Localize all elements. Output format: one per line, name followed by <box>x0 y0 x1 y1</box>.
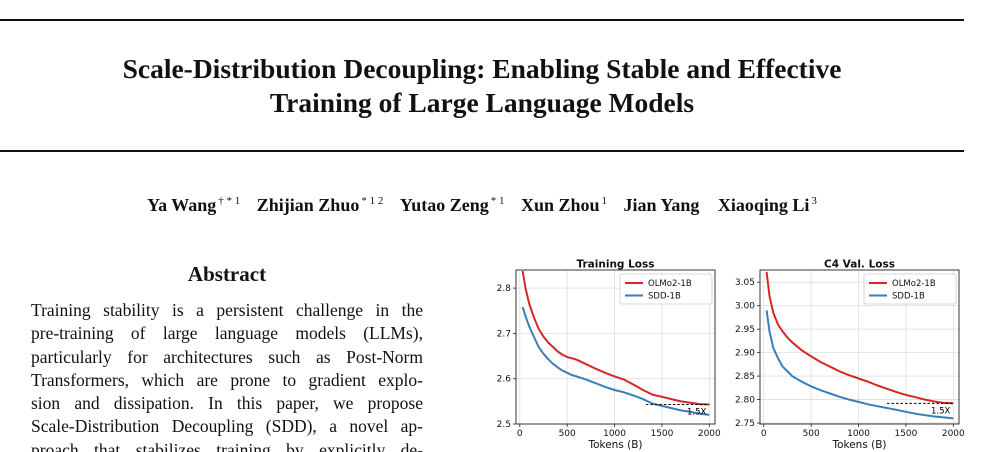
series-line-sdd-1b <box>765 310 954 420</box>
abstract-line: pre-training of large language models (L… <box>31 323 423 344</box>
speedup-label: 1.5X <box>687 408 707 418</box>
legend-label: OLMo2-1B <box>892 279 936 289</box>
y-tick-label: 3.00 <box>735 302 755 312</box>
abstract-heading: Abstract <box>187 262 267 286</box>
legend-label: SDD-1B <box>892 292 925 302</box>
plot-frame <box>759 269 960 425</box>
abstract-line: proach that stabilizes training by expli… <box>31 439 423 452</box>
x-tick-label: 1000 <box>603 429 626 439</box>
author-affiliation: 1 <box>601 195 608 207</box>
series-line-olmo2-1b <box>765 271 954 405</box>
abstract-line: particularly for architectures such as P… <box>31 346 423 367</box>
bottom-rule <box>0 150 964 152</box>
y-tick-label: 2.5 <box>497 420 511 430</box>
series-line-olmo2-1b <box>521 270 710 406</box>
author: Zhijian Zhuo * 1 2 <box>257 195 384 215</box>
x-axis-label: Tokens (B) <box>587 439 642 451</box>
x-axis-label: Tokens (B) <box>831 439 886 451</box>
author-affiliation: * 1 2 <box>361 195 384 207</box>
legend-label: SDD-1B <box>648 292 681 302</box>
x-tick-label: 0 <box>517 429 523 439</box>
author: Ya Wang † * 1 <box>147 195 240 215</box>
top-rule <box>0 19 964 21</box>
abstract-body: Training stability is a persistent chall… <box>31 299 423 452</box>
author-name: Xiaoqing Li <box>717 195 810 215</box>
author-name: Ya Wang <box>147 195 217 215</box>
x-tick-label: 1500 <box>894 429 917 439</box>
x-tick-label: 2000 <box>942 429 965 439</box>
x-tick-label: 1500 <box>650 429 673 439</box>
y-tick-label: 2.85 <box>735 372 755 382</box>
author-name: Xun Zhou <box>520 195 600 215</box>
title-line-1: Scale-Distribution Decoupling: Enabling … <box>122 53 842 84</box>
author: Xiaoqing Li 3 <box>718 195 817 215</box>
author: Xun Zhou 1 <box>521 195 607 215</box>
author-affiliation: * 1 <box>490 195 505 207</box>
legend-label: OLMo2-1B <box>648 279 692 289</box>
speedup-label: 1.5X <box>931 406 951 416</box>
c4-val-loss-chart: 1.5X 0 500 1000 1500 2000 2.75 2.80 2.85 2.90 2.95… <box>735 259 965 452</box>
author: Jian Yang <box>624 195 702 215</box>
y-tick-label: 2.8 <box>497 284 512 294</box>
x-tick-label: 0 <box>761 429 767 439</box>
y-tick-label: 2.6 <box>497 375 512 385</box>
y-tick-label: 2.95 <box>735 325 755 335</box>
abstract-line: Scale-Distribution Decoupling (SDD), a n… <box>31 416 423 437</box>
author-name: Zhijian Zhuo <box>256 195 360 215</box>
y-tick-label: 3.05 <box>735 278 755 288</box>
y-tick-label: 2.80 <box>735 396 755 406</box>
abstract-line: Training stability is a persistent chall… <box>31 300 423 320</box>
y-tick-label: 2.7 <box>497 329 511 339</box>
author: Yutao Zeng * 1 <box>400 195 505 215</box>
x-tick-label: 500 <box>803 429 820 439</box>
y-tick-label: 2.90 <box>735 349 755 359</box>
training-loss-chart: 1.5X 0 500 1000 1500 2000 2.5 2.6 2.7 2.8 Training… <box>497 259 721 452</box>
author-name: Yutao Zeng <box>399 195 489 215</box>
x-tick-label: 2000 <box>698 429 721 439</box>
author-affiliation: 3 <box>811 195 817 207</box>
series-line-sdd-1b <box>521 306 710 416</box>
title-line-2: Training of Large Language Models <box>269 87 695 118</box>
abstract-line: sion and dissipation. In this paper, we … <box>31 393 423 414</box>
abstract-line: Transformers, which are prone to gradien… <box>31 369 423 390</box>
plot-frame <box>515 269 716 425</box>
x-tick-label: 500 <box>559 429 576 439</box>
x-tick-label: 1000 <box>847 429 870 439</box>
author-list: Ya Wang † * 1 Zhijian Zhuo * 1 2 Yutao Zen… <box>0 195 964 216</box>
paper-title: Scale-Distribution Decoupling: Enabling … <box>0 52 964 120</box>
author-name: Jian Yang <box>623 195 700 215</box>
y-tick-label: 2.75 <box>735 419 755 429</box>
chart-title: Training Loss <box>577 259 655 271</box>
chart-title: C4 Val. Loss <box>824 259 895 271</box>
author-affiliation: † * 1 <box>218 195 241 207</box>
